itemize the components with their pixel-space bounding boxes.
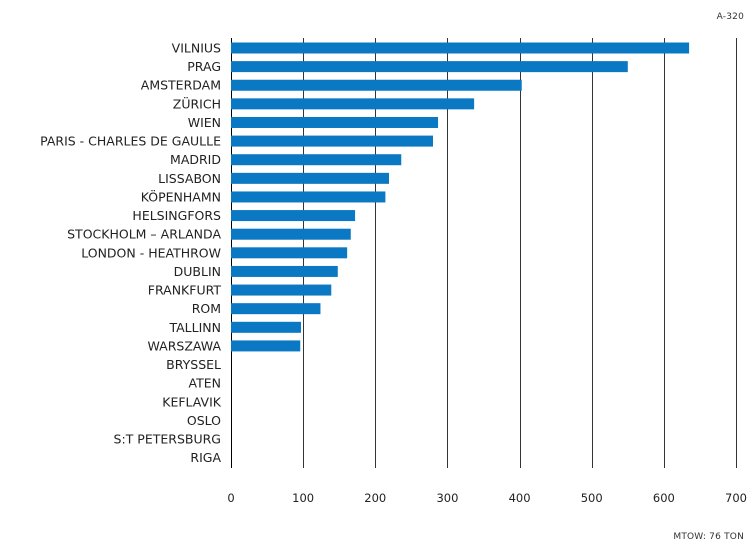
x-tick-label: 0 [227, 491, 234, 505]
category-label: BRYSSEL [166, 357, 221, 372]
category-label: PRAG [187, 59, 221, 74]
mtow-label: MTOW: 76 TON [673, 532, 744, 542]
bar-frankfurt [231, 284, 332, 296]
category-label: OSLO [187, 413, 221, 428]
category-label: KEFLAVIK [162, 394, 222, 409]
bar-paris-charles-de-gaulle [231, 135, 433, 147]
category-label: VILNIUS [172, 41, 221, 56]
category-label: KÖPENHAMN [141, 188, 221, 204]
bar-prag [231, 61, 628, 73]
bar-tallinn [231, 321, 301, 333]
x-tick-label: 300 [436, 491, 458, 505]
x-tick-label: 200 [364, 491, 386, 505]
x-tick-label: 700 [725, 491, 747, 505]
bar-stockholm-arlanda [231, 228, 351, 240]
category-label: WARSZAWA [147, 338, 221, 353]
category-label: ROM [192, 301, 221, 316]
grid-lines [231, 38, 737, 468]
bar-z-rich [231, 98, 475, 110]
bar-warszawa [231, 340, 301, 352]
bars [231, 42, 690, 352]
bar-london-heathrow [231, 247, 348, 259]
aircraft-model-label: A-320 [716, 12, 744, 22]
category-label: S:T PETERSBURG [114, 432, 221, 447]
bar-k-penhamn [231, 191, 386, 203]
category-label: LONDON - HEATHROW [81, 245, 221, 260]
x-tick-labels: 0 100 200 300 400 500 600 700 [227, 491, 747, 505]
bar-wien [231, 116, 439, 128]
category-label: HELSINGFORS [132, 208, 221, 223]
bar-rom [231, 303, 321, 315]
bar-vilnius [231, 42, 690, 54]
bar-amsterdam [231, 79, 522, 91]
category-label: RIGA [190, 450, 221, 465]
category-label: TALLINN [168, 320, 221, 335]
category-label: WIEN [188, 115, 221, 130]
category-label: PARIS - CHARLES DE GAULLE [40, 134, 221, 149]
bar-dublin [231, 265, 338, 277]
category-label: FRANKFURT [148, 283, 222, 298]
bar-helsingfors [231, 210, 356, 222]
bar-lissabon [231, 172, 389, 184]
x-tick-label: 500 [581, 491, 603, 505]
category-label: ATEN [189, 376, 221, 391]
x-tick-label: 600 [653, 491, 675, 505]
category-label: DUBLIN [174, 264, 221, 279]
category-label: LISSABON [158, 171, 221, 186]
category-label: STOCKHOLM – ARLANDA [67, 227, 221, 242]
category-labels: VILNIUS PRAG AMSTERDAM ZÜRICH WIEN PARIS - CH… [40, 41, 222, 466]
x-tick-label: 100 [292, 491, 314, 505]
category-label: AMSTERDAM [141, 78, 221, 93]
category-label: MADRID [170, 152, 221, 167]
x-tick-label: 400 [509, 491, 531, 505]
bar-madrid [231, 154, 402, 166]
category-label: ZÜRICH [173, 95, 221, 111]
